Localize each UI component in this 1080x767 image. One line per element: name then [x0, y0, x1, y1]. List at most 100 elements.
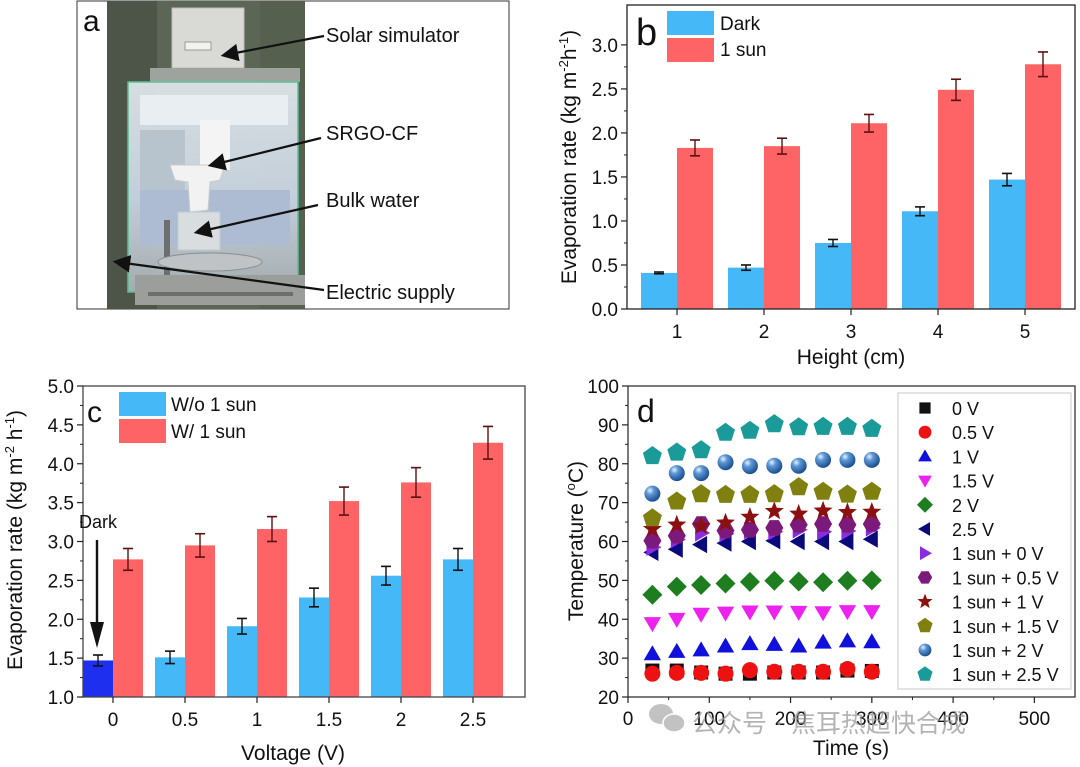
data-point [643, 617, 661, 633]
ylabel-mid: h [4, 429, 27, 447]
bar-w-1-sun [473, 442, 503, 697]
x-tick-label: 4 [933, 322, 944, 343]
bar-1-sun [851, 123, 887, 309]
legend-label-1-sun: 1 sun [720, 40, 766, 61]
panel-c-chart: 1.0 1.5 2.0 2.5 3.0 3.5 4.0 4.5 5.0 0 0.5 1 1.5 2 2.5… [2, 377, 526, 765]
bar-w-o-1-sun [299, 597, 329, 697]
data-point [838, 632, 857, 648]
legend-label-dark: Dark [720, 14, 761, 35]
legend-item: 1 V [918, 447, 979, 467]
ylabel-base: Evaporation rate (kg m [558, 72, 581, 284]
data-point [644, 485, 661, 502]
legend-item: 0 V [919, 399, 979, 419]
data-point [789, 477, 809, 496]
data-point [715, 573, 736, 594]
legend-item: 0.5 V [918, 423, 994, 443]
panel-b-error-bars [654, 51, 1048, 275]
ylabel-end: ) [4, 410, 27, 417]
data-point [789, 532, 805, 551]
data-point [813, 481, 833, 500]
y-tick-label: 30 [598, 649, 619, 670]
bar-dark [728, 267, 764, 309]
panel-c-x-axis-title: Voltage (V) [241, 742, 345, 765]
legend-label: 2.5 V [952, 520, 994, 540]
legend-swatch-dark [667, 11, 714, 35]
legend-item: 1 sun + 0 V [920, 544, 1044, 564]
legend-marker [917, 617, 933, 633]
bar-w-1-sun [185, 545, 215, 697]
bar-dark [902, 211, 938, 309]
ylabel-sup: -1 [556, 37, 571, 49]
legend-item: 1 sun + 2.5 V [917, 665, 1059, 685]
x-tick-label: 300 [856, 709, 888, 730]
legend-swatch-with-sun [119, 419, 166, 443]
y-tick-label: 0.5 [592, 256, 618, 277]
legend-marker [917, 593, 933, 609]
data-point [643, 532, 662, 549]
data-point [838, 532, 854, 551]
x-tick-label: 2 [396, 710, 407, 731]
annotation-arrow [207, 136, 322, 171]
legend-item: 1 sun + 0.5 V [917, 568, 1059, 588]
data-point [741, 605, 759, 621]
data-point [863, 633, 881, 649]
y-tick-label: 3.0 [48, 533, 74, 554]
legend-item: 1 sun + 1 V [917, 593, 1044, 613]
x-tick-label: 1 [252, 710, 263, 731]
panel-d-chart: 20 30 40 50 60 70 80 90 100 0 100 200 300 400 500 Tim… [563, 377, 1076, 760]
x-tick-label: 1.5 [316, 710, 342, 731]
data-point [741, 458, 758, 475]
data-point [788, 571, 809, 592]
panel-b-x-axis-title: Height (cm) [797, 346, 906, 369]
data-point [790, 457, 807, 474]
y-tick-label: 1.5 [48, 649, 74, 670]
ylabel-sup: o [563, 483, 578, 490]
ylabel-mid: h [558, 48, 581, 60]
panel-c-legend: W/o 1 sun W/ 1 sun [119, 392, 257, 443]
series-2-v [642, 570, 882, 605]
panel-label-b: b [636, 12, 657, 54]
annotation-bulk-water: Bulk water [326, 190, 420, 212]
annotation-solar-simulator: Solar simulator [326, 25, 460, 47]
data-point [862, 481, 882, 500]
data-point [790, 663, 807, 680]
y-tick-label: 20 [598, 688, 619, 709]
data-point [765, 605, 783, 621]
legend-item: 2 V [917, 496, 979, 516]
y-tick-label: 5.0 [48, 377, 74, 398]
data-point [814, 532, 830, 551]
series-1-sun-2-v [644, 451, 880, 502]
x-tick-label: 2.5 [460, 710, 486, 731]
ylabel-base: Evaporation rate (kg m [4, 458, 27, 670]
bar-1-sun [764, 146, 800, 309]
y-tick-label: 2.0 [48, 610, 74, 631]
solar-simulator-device [171, 7, 245, 69]
data-point [789, 503, 809, 522]
legend-marker [918, 449, 932, 462]
y-tick-label: 3.5 [48, 494, 74, 515]
data-point [862, 502, 882, 520]
data-point [862, 418, 882, 437]
legend-item: 1.5 V [918, 472, 994, 492]
data-point [862, 516, 881, 532]
x-tick-label: 400 [937, 709, 969, 730]
data-point [813, 572, 834, 593]
legend-item: 1 sun + 2 V [918, 641, 1044, 661]
panel-d-y-axis: 20 30 40 50 60 70 80 90 100 [587, 377, 628, 709]
bar-1-sun [1025, 64, 1061, 309]
series-1-sun-1-v [642, 500, 882, 538]
data-point [716, 484, 735, 503]
y-tick-label: 2.0 [592, 124, 618, 145]
panel-d-y-axis-title: Temperature (oC) [563, 461, 588, 621]
data-point [861, 570, 882, 591]
data-point [642, 519, 662, 538]
data-point [765, 532, 781, 550]
watermark-text: 公众号 · 焦耳热超快合成 [692, 709, 966, 738]
series-1-sun-1-5-v [642, 477, 882, 527]
y-tick-label: 60 [598, 533, 619, 554]
y-tick-label: 0.0 [592, 300, 618, 321]
bar-w-1-sun [257, 529, 287, 697]
dark-annotation-arrowhead [90, 622, 104, 648]
legend-label: 1 sun + 0 V [952, 544, 1044, 564]
